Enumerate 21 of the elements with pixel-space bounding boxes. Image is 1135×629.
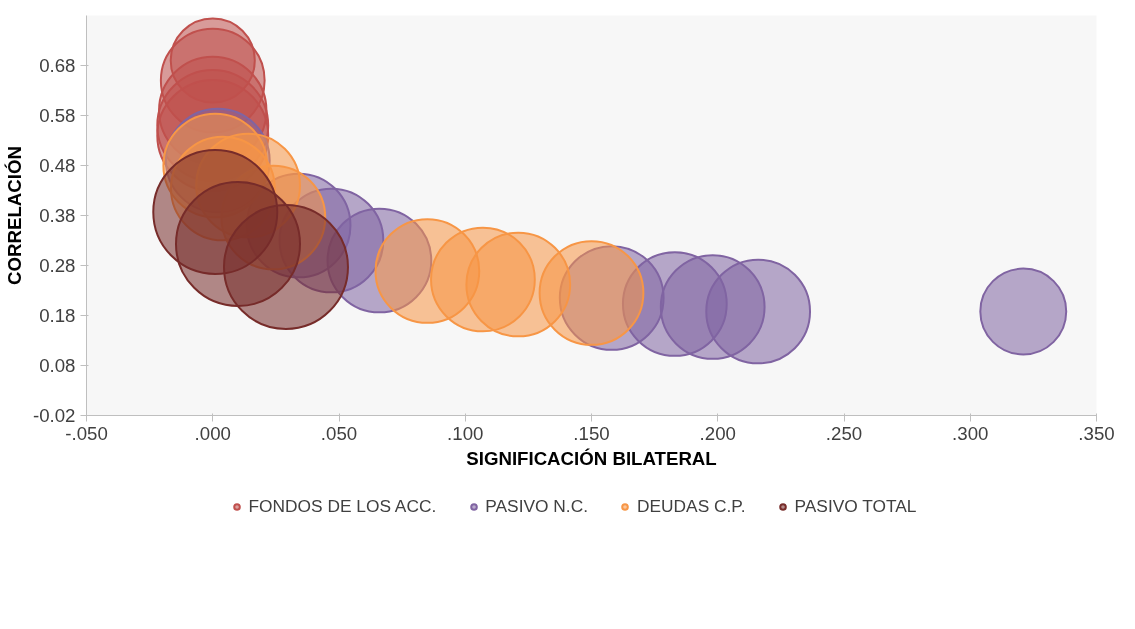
legend-label: PASIVO N.C. <box>485 495 588 517</box>
y-tick-label: 0.38 <box>39 205 76 226</box>
y-axis-title: CORRELACIÓN <box>3 146 25 285</box>
y-tick-label: 0.18 <box>39 305 76 326</box>
y-tick-label: 0.68 <box>39 55 76 76</box>
y-tick-label: 0.08 <box>39 355 76 376</box>
x-tick-label: .300 <box>952 422 989 444</box>
x-tick-label: .000 <box>194 422 231 444</box>
y-tick-label: 0.28 <box>39 255 76 276</box>
x-tick-label: .200 <box>699 422 736 444</box>
y-tick-label: 0.58 <box>39 105 76 126</box>
x-tick-label: .350 <box>1078 422 1115 444</box>
x-tick-label: .100 <box>447 422 484 444</box>
legend-label: PASIVO TOTAL <box>794 495 917 517</box>
x-tick-label: .050 <box>320 422 358 444</box>
legend-label: FONDOS DE LOS ACC. <box>248 495 437 517</box>
x-axis-title: SIGNIFICACIÓN BILATERAL <box>466 447 717 469</box>
x-tick-label: .150 <box>573 422 610 444</box>
x-tick-label: .250 <box>825 422 863 444</box>
legend-label: DEUDAS C.P. <box>637 495 746 517</box>
y-tick-label: 0.48 <box>39 155 76 176</box>
